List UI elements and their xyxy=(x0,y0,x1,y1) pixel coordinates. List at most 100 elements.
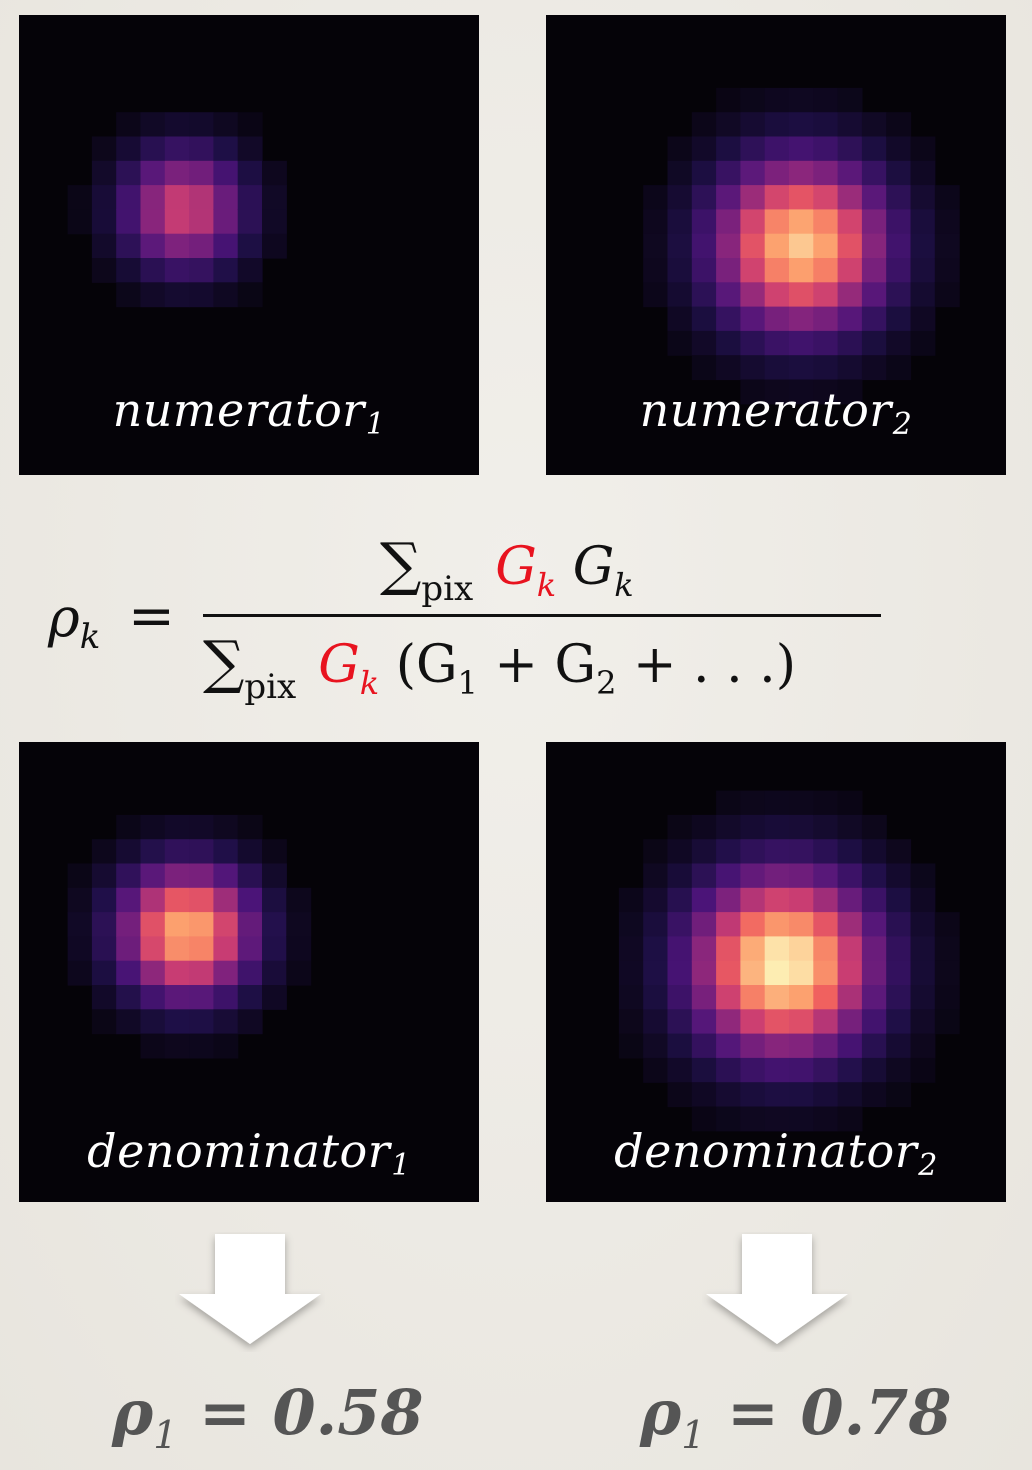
heatmap-cell xyxy=(861,330,887,356)
heatmap-cell xyxy=(116,282,142,308)
heatmap-cell xyxy=(789,887,814,913)
heatmap-cell xyxy=(189,839,214,865)
heatmap-cell xyxy=(164,960,190,986)
heatmap-cell xyxy=(237,839,263,865)
heatmap-cell xyxy=(189,282,214,308)
heatmap-cell xyxy=(667,1082,693,1108)
heatmap-cell xyxy=(213,863,239,889)
heatmap-cell xyxy=(861,160,887,186)
down-arrow-icon xyxy=(706,1234,848,1344)
heatmap-cell xyxy=(716,160,741,186)
heatmap-cell xyxy=(716,330,741,356)
heatmap-cell xyxy=(837,985,863,1010)
heatmap-cell xyxy=(667,960,693,986)
heatmap-cell xyxy=(886,1009,912,1035)
heatmap-cell xyxy=(643,839,669,865)
heatmap-cell xyxy=(164,887,190,913)
heatmap-cell xyxy=(140,282,166,308)
heatmap-cell xyxy=(861,1009,887,1035)
heatmap-cell xyxy=(213,282,239,308)
heatmap-cell xyxy=(861,887,887,913)
heatmap-cell xyxy=(213,887,239,913)
heatmap-cell xyxy=(716,1057,741,1083)
heatmap-cell xyxy=(886,1082,912,1108)
formula-lhs: ρk xyxy=(48,586,101,657)
heatmap-cell xyxy=(716,912,741,937)
heatmap-cell xyxy=(789,160,814,186)
heatmap-cell xyxy=(934,912,960,937)
heatmap-cell xyxy=(886,863,912,889)
heatmap-cell xyxy=(164,136,190,162)
heatmap-cell xyxy=(764,1106,790,1132)
heatmap-cell xyxy=(910,863,936,889)
heatmap-cell xyxy=(262,887,287,913)
heatmap-cell xyxy=(618,1033,644,1059)
heatmap-cell xyxy=(934,282,960,308)
heatmap-cell xyxy=(189,936,214,962)
heatmap-cell xyxy=(189,160,214,186)
heatmap-cell xyxy=(910,233,936,259)
heatmap-cell xyxy=(140,839,166,865)
heatmap-cell xyxy=(764,209,790,235)
heatmap-cell xyxy=(789,790,814,816)
heatmap-cell xyxy=(91,985,117,1010)
heatmap-cell xyxy=(740,112,766,138)
heatmap-cell xyxy=(813,912,839,937)
heatmap-cell xyxy=(813,985,839,1010)
heatmap-cell xyxy=(740,863,766,889)
heatmap-cell xyxy=(140,233,166,259)
heatmap-cell xyxy=(213,185,239,210)
denominator-1-panel: denominator1 xyxy=(19,742,479,1202)
heatmap-cell xyxy=(910,912,936,937)
heatmap-cell xyxy=(764,887,790,913)
heatmap-cell xyxy=(716,1033,741,1059)
heatmap-cell xyxy=(667,936,693,962)
heatmap-cell xyxy=(716,1009,741,1035)
heatmap-cell xyxy=(164,160,190,186)
heatmap-cell xyxy=(886,330,912,356)
heatmap-cell xyxy=(691,160,717,186)
heatmap-cell xyxy=(716,233,741,259)
heatmap-cell xyxy=(213,112,239,138)
heatmap-cell xyxy=(140,936,166,962)
heatmap-cell xyxy=(164,985,190,1010)
heatmap-cell xyxy=(643,209,669,235)
heatmap-cell xyxy=(213,233,239,259)
heatmap-cell xyxy=(189,1033,214,1059)
heatmap-cell xyxy=(643,185,669,210)
heatmap-cell xyxy=(116,136,142,162)
denominator-2-heatmap xyxy=(618,790,960,1132)
heatmap-cell xyxy=(837,185,863,210)
formula-denominator: ∑pix Gk (G1 + G2 + . . .) xyxy=(203,628,796,707)
heatmap-cell xyxy=(813,960,839,986)
heatmap-cell xyxy=(116,185,142,210)
heatmap-cell xyxy=(237,258,263,283)
heatmap-cell xyxy=(91,258,117,283)
heatmap-cell xyxy=(789,1009,814,1035)
heatmap-cell xyxy=(691,839,717,865)
heatmap-cell xyxy=(286,936,312,962)
heatmap-cell xyxy=(140,1009,166,1035)
heatmap-cell xyxy=(67,209,93,235)
heatmap-cell xyxy=(691,306,717,332)
heatmap-cell xyxy=(813,887,839,913)
heatmap-cell xyxy=(861,936,887,962)
heatmap-cell xyxy=(140,112,166,138)
heatmap-cell xyxy=(837,112,863,138)
heatmap-cell xyxy=(910,1009,936,1035)
heatmap-cell xyxy=(691,912,717,937)
heatmap-cell xyxy=(910,1057,936,1083)
heatmap-cell xyxy=(861,814,887,840)
heatmap-cell xyxy=(164,258,190,283)
heatmap-cell xyxy=(667,185,693,210)
heatmap-cell xyxy=(140,1033,166,1059)
heatmap-cell xyxy=(164,209,190,235)
heatmap-cell xyxy=(643,985,669,1010)
heatmap-cell xyxy=(813,1009,839,1035)
heatmap-cell xyxy=(740,87,766,113)
heatmap-cell xyxy=(691,1082,717,1108)
heatmap-cell xyxy=(813,258,839,283)
heatmap-cell xyxy=(837,233,863,259)
heatmap-cell xyxy=(262,185,287,210)
heatmap-cell xyxy=(813,233,839,259)
